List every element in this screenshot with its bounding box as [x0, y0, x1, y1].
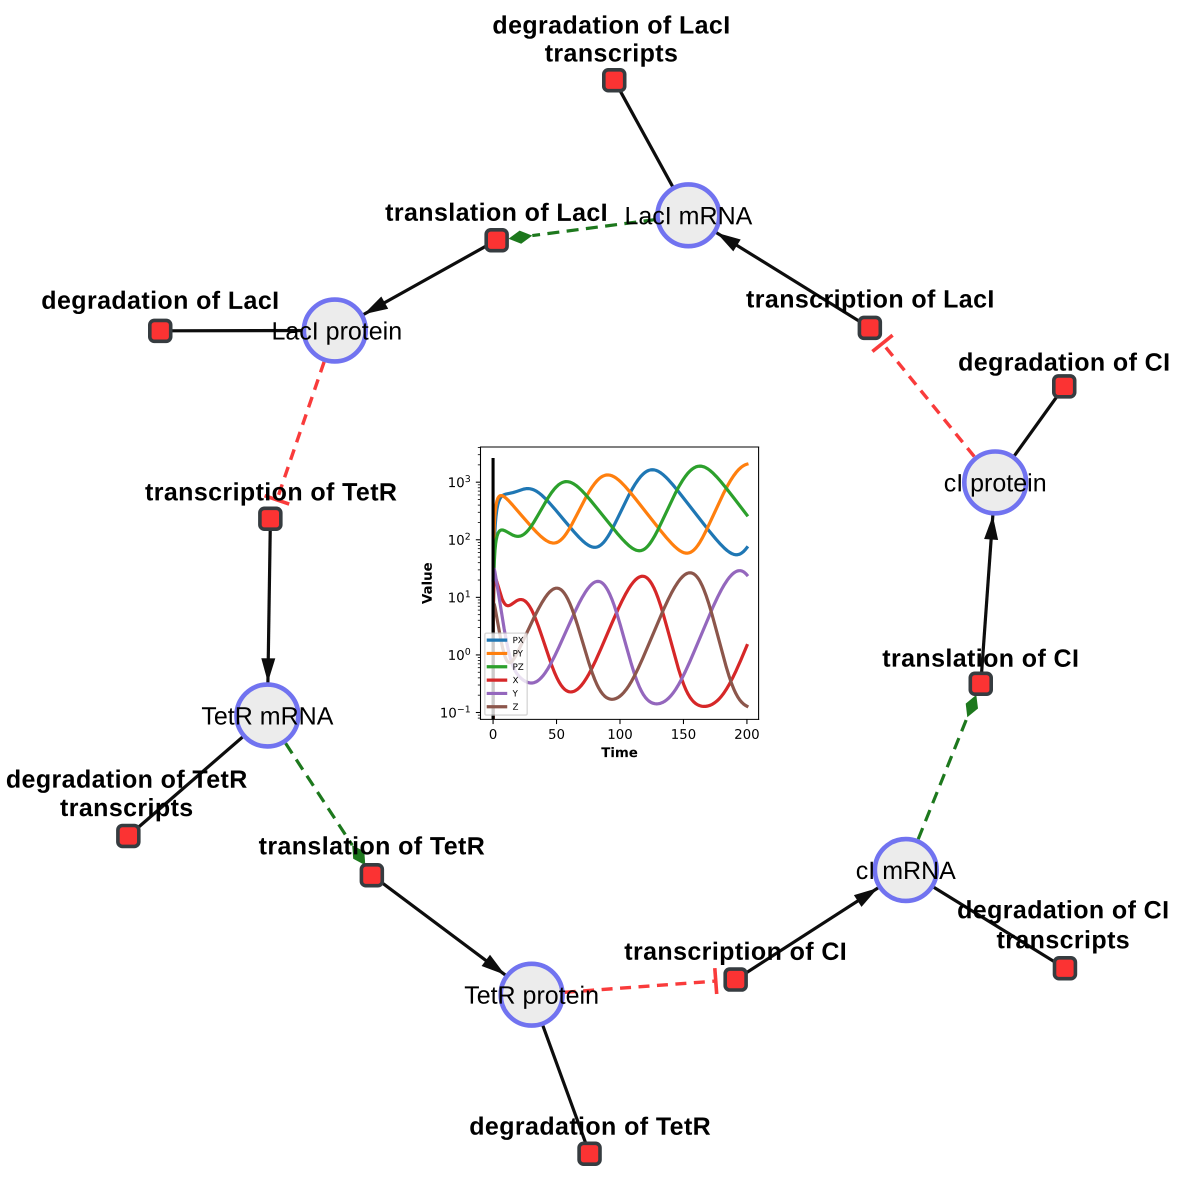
svg-text:degradation of LacI: degradation of LacI [492, 11, 730, 39]
svg-text:transcription of TetR: transcription of TetR [145, 478, 397, 506]
svg-text:translation of LacI: translation of LacI [385, 199, 608, 227]
svg-text:TetR mRNA: TetR mRNA [201, 702, 333, 730]
svg-text:transcription of LacI: transcription of LacI [746, 285, 995, 313]
svg-text:degradation of TetR: degradation of TetR [469, 1113, 711, 1141]
svg-text:degradation of LacI: degradation of LacI [41, 287, 279, 315]
svg-text:transcription of CI: transcription of CI [624, 938, 847, 966]
svg-text:translation of TetR: translation of TetR [259, 832, 486, 860]
svg-text:cI protein: cI protein [944, 469, 1047, 497]
svg-text:LacI protein: LacI protein [271, 317, 402, 345]
svg-text:translation of CI: translation of CI [882, 645, 1079, 673]
svg-text:transcripts: transcripts [545, 39, 679, 67]
svg-text:degradation of TetR: degradation of TetR [6, 766, 248, 794]
svg-text:cI mRNA: cI mRNA [856, 857, 956, 885]
svg-text:TetR protein: TetR protein [464, 982, 599, 1010]
svg-text:LacI mRNA: LacI mRNA [624, 202, 752, 230]
svg-text:transcripts: transcripts [996, 926, 1130, 954]
svg-text:degradation of CI: degradation of CI [958, 349, 1170, 377]
svg-text:degradation of CI: degradation of CI [957, 896, 1169, 924]
svg-text:transcripts: transcripts [60, 794, 194, 822]
